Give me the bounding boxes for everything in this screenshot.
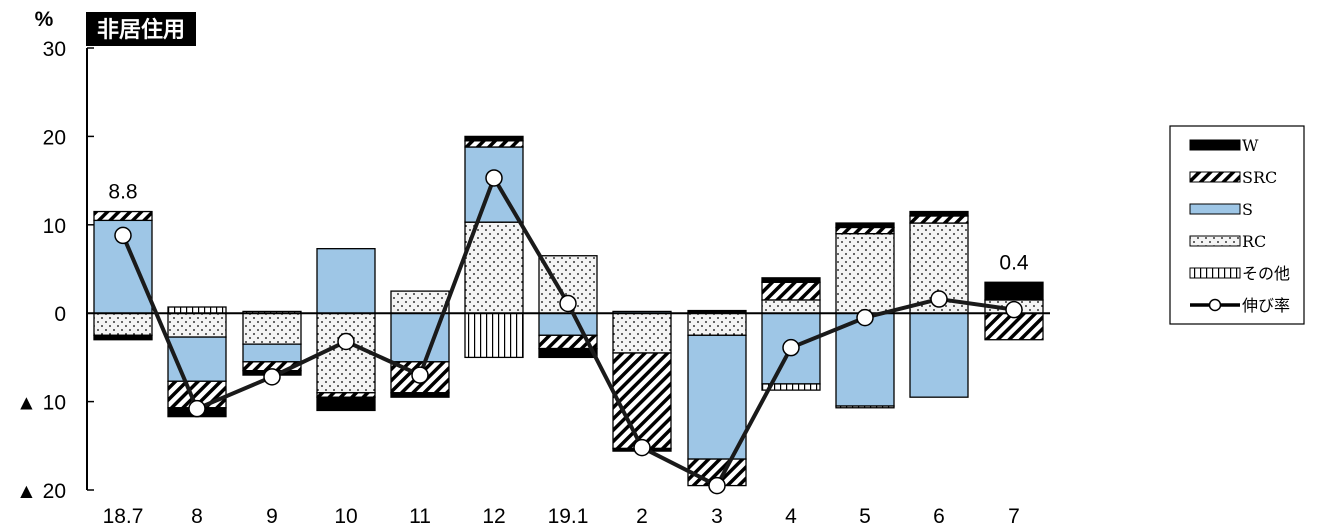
bar-w-11: [390, 392, 450, 398]
x-tick-label: 19.1: [548, 505, 589, 528]
bar-src-2: [612, 352, 672, 450]
bar-w-7: [984, 281, 1044, 301]
bar-rc-11: [390, 290, 450, 314]
bar-w-18.7: [93, 334, 153, 341]
x-tick-label: 7: [1008, 505, 1020, 528]
bar-rc-8: [167, 312, 227, 338]
bar-rc-4: [761, 299, 821, 314]
data-label-18.7: 8.8: [108, 181, 137, 204]
data-label-7: 0.4: [999, 251, 1029, 274]
growth-point-10: [337, 332, 355, 351]
bar-rc-12: [464, 221, 524, 314]
legend-swatch-src: [1189, 171, 1241, 183]
y-tick-label: 10: [43, 215, 66, 238]
bar-w-5: [835, 222, 895, 229]
bar-rc-2: [612, 312, 672, 354]
x-tick-label: 8: [191, 505, 203, 528]
growth-point-8: [188, 399, 206, 418]
bar-other-4: [761, 383, 821, 391]
legend-label: その他: [1242, 264, 1290, 283]
x-tick-label: 11: [409, 505, 431, 528]
y-tick-label: 30: [43, 38, 66, 61]
bar-s-8: [167, 336, 227, 382]
growth-point-11: [411, 366, 429, 384]
bar-s-6: [909, 312, 969, 398]
growth-point-9: [263, 368, 281, 386]
legend-swatch-s: [1189, 203, 1241, 215]
bar-src-10: [316, 392, 376, 398]
growth-point-5: [856, 308, 874, 327]
growth-point-19.1: [559, 294, 577, 313]
legend-swatch-rc: [1189, 235, 1241, 247]
bar-rc-3: [687, 312, 747, 336]
legend-label: SRC: [1242, 168, 1277, 187]
x-tick-label: 9: [266, 505, 278, 528]
bar-rc-5: [835, 232, 895, 314]
bar-s-19.1: [538, 312, 598, 336]
bar-w-4: [761, 277, 821, 283]
x-tick-label: 2: [636, 505, 648, 528]
bar-src-5: [835, 226, 895, 235]
bar-rc-18.7: [93, 312, 153, 336]
chart-title-text: 非居住用: [97, 17, 185, 43]
legend-swatch-w: [1189, 139, 1241, 151]
bar-src-18.7: [93, 210, 153, 222]
labels-layer: 8.8 0.4: [108, 181, 1029, 275]
y-tick-label: ▲ 20: [16, 480, 66, 503]
x-tick-label: 5: [859, 505, 871, 528]
x-tick-label: 3: [711, 505, 723, 528]
growth-point-3: [708, 476, 726, 495]
bar-w-10: [316, 396, 376, 412]
legend-label: S: [1242, 200, 1253, 219]
bar-src-4: [761, 281, 821, 301]
bar-other-12: [464, 312, 524, 359]
bar-other-5: [835, 405, 895, 409]
growth-point-6: [930, 290, 948, 308]
x-tick-label: 10: [334, 505, 357, 528]
x-tick-label: 4: [785, 505, 797, 528]
axes-layer: 30 20 10 0 ▲ 10 ▲ 20 18.7 8 9 10 11 12 19.1 2 3 4 5 6 7: [16, 38, 1050, 528]
bar-rc-9: [242, 312, 302, 345]
bar-w-19.1: [538, 347, 598, 359]
chart-title: 非居住用: [86, 12, 196, 46]
legend-swatch-marker: [1208, 298, 1222, 312]
bar-w-12: [464, 135, 524, 142]
x-tick-label: 6: [933, 505, 945, 528]
bar-w-6: [909, 210, 969, 217]
y-tick-label: ▲ 10: [16, 392, 66, 415]
legend-label: RC: [1242, 232, 1266, 251]
growth-point-4: [782, 338, 800, 357]
growth-point-2: [633, 438, 651, 457]
x-tick-label: 12: [482, 505, 505, 528]
x-tick-label: 18.7: [103, 505, 144, 528]
bar-src-6: [909, 215, 969, 224]
growth-point-12: [485, 169, 503, 187]
legend-label: W: [1242, 136, 1259, 155]
bar-src-12: [464, 140, 524, 148]
legend-swatch-other: [1189, 267, 1241, 279]
bar-s-9: [242, 343, 302, 363]
bar-s-3: [687, 334, 747, 460]
y-unit-label: %: [35, 8, 54, 31]
legend-label: 伸び率: [1242, 296, 1290, 315]
growth-line-layer: [114, 169, 1023, 495]
growth-point-7: [1005, 300, 1023, 319]
growth-point-18.7: [114, 226, 132, 245]
legend-box: [1169, 125, 1305, 325]
y-tick-label: 20: [43, 126, 66, 149]
bar-s-10: [316, 248, 376, 314]
y-tick-label: 0: [54, 303, 66, 326]
